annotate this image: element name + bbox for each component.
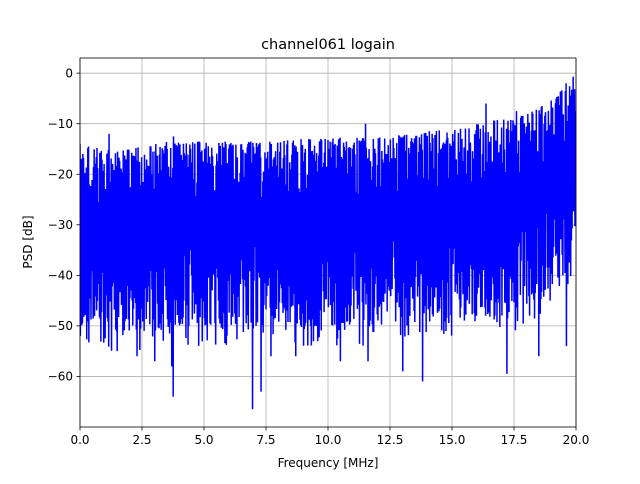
x-tick-label: 0.0 — [70, 433, 89, 447]
x-tick-label: 7.5 — [256, 433, 275, 447]
chart-title: channel061 logain — [261, 37, 395, 53]
x-axis-ticks: 0.0 2.5 5.0 7.5 10.0 12.5 15.0 17.5 20.0 — [70, 427, 589, 447]
y-axis-ticks: 0 −10 −20 −30 −40 −50 −60 — [48, 66, 80, 384]
x-tick-label: 10.0 — [315, 433, 342, 447]
y-axis-label: PSD [dB] — [21, 215, 35, 268]
x-tick-label: 2.5 — [132, 433, 151, 447]
y-tick-label: −30 — [48, 218, 73, 232]
y-tick-label: −20 — [48, 167, 73, 181]
plot-area — [80, 76, 576, 410]
x-tick-label: 17.5 — [501, 433, 528, 447]
y-tick-label: −10 — [48, 117, 73, 131]
psd-series-line — [80, 76, 576, 410]
series-layer — [80, 76, 576, 410]
x-tick-label: 15.0 — [439, 433, 466, 447]
x-axis-label: Frequency [MHz] — [278, 456, 379, 470]
y-tick-label: −50 — [48, 319, 73, 333]
y-tick-label: 0 — [65, 66, 73, 80]
x-tick-label: 5.0 — [194, 433, 213, 447]
x-tick-label: 20.0 — [563, 433, 590, 447]
y-tick-label: −60 — [48, 370, 73, 384]
y-tick-label: −40 — [48, 269, 73, 283]
x-tick-label: 12.5 — [377, 433, 404, 447]
